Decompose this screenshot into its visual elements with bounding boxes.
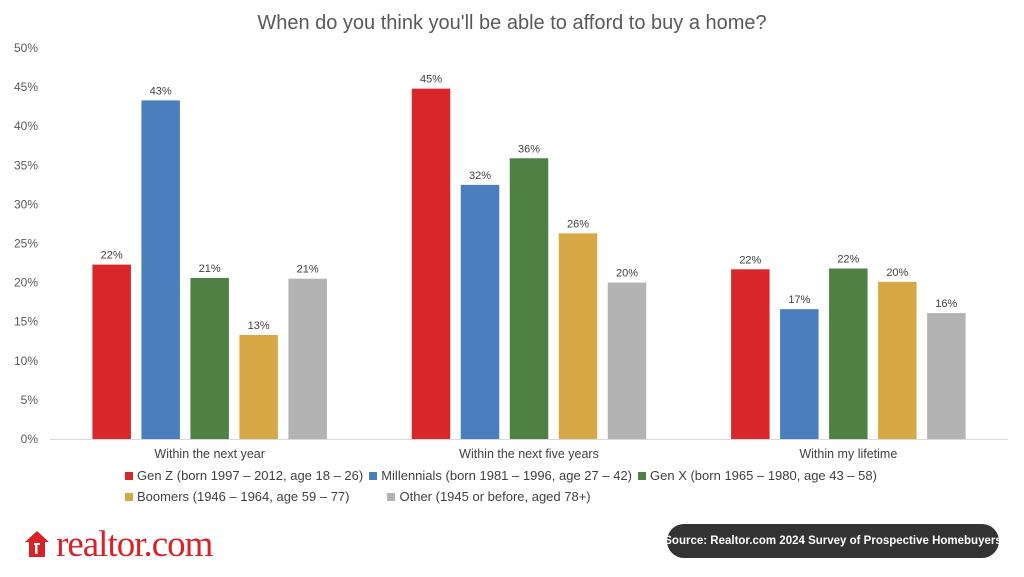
y-tick-label: 50% (14, 41, 38, 55)
legend-swatch-other (387, 492, 396, 501)
legend-label-gen-x: Gen X (born 1965 – 1980, age 43 – 58) (650, 468, 877, 483)
data-label: 43% (150, 85, 172, 97)
legend-label-boomers: Boomers (1946 – 1964, age 59 – 77) (137, 489, 350, 504)
bar (558, 233, 598, 439)
y-tick-label: 45% (14, 80, 38, 94)
bar (288, 278, 327, 439)
bar (239, 334, 278, 439)
legend-label-millennials: Millennials (born 1981 – 1996, age 27 – … (381, 468, 633, 483)
data-label: 21% (199, 263, 221, 275)
bar (829, 268, 868, 439)
data-label: 26% (567, 218, 589, 230)
chart-legend: Gen Z (born 1997 – 2012, age 18 – 26) Mi… (125, 465, 925, 507)
y-tick-label: 10% (14, 354, 38, 368)
y-tick-label: 0% (21, 432, 39, 446)
legend-row-2: Boomers (1946 – 1964, age 59 – 77) Other… (125, 486, 925, 507)
bar (190, 277, 229, 439)
data-label: 22% (101, 250, 123, 262)
y-tick-label: 5% (21, 393, 39, 407)
y-tick-label: 30% (14, 197, 38, 211)
data-label: 20% (886, 267, 908, 279)
bar (92, 264, 131, 439)
legend-label-gen-z: Gen Z (born 1997 – 2012, age 18 – 26) (137, 468, 364, 483)
bar (141, 100, 180, 440)
bar (878, 281, 917, 439)
legend-swatch-gen-z (125, 471, 133, 480)
bar (780, 309, 819, 439)
y-tick-label: 40% (14, 119, 38, 133)
legend-item-boomers: Boomers (1946 – 1964, age 59 – 77) (125, 489, 349, 504)
data-label: 21% (297, 264, 319, 276)
legend-swatch-gen-x (638, 471, 647, 480)
x-category-label: Within my lifetime (799, 447, 897, 461)
data-label: 36% (518, 143, 540, 155)
data-label: 17% (788, 294, 810, 306)
bar (927, 313, 966, 439)
legend-item-millennials: Millennials (born 1981 – 1996, age 27 – … (369, 468, 632, 483)
realtor-logo: realtor.com (24, 523, 213, 565)
legend-item-gen-z: Gen Z (born 1997 – 2012, age 18 – 26) (125, 468, 363, 483)
bar-chart: 0% 5% 10% 15% 20% 25% 30% 35% 40% 45% 50% 22% 43% 21%… (14, 41, 1008, 461)
legend-item-other: Other (1945 or before, aged 78+) (387, 489, 591, 504)
data-label: 13% (248, 320, 270, 332)
legend-item-gen-x: Gen X (born 1965 – 1980, age 43 – 58) (638, 468, 877, 483)
source-badge: Source: Realtor.com 2024 Survey of Prosp… (664, 524, 1002, 558)
bar (411, 88, 451, 439)
data-label: 22% (739, 254, 761, 266)
legend-row-1: Gen Z (born 1997 – 2012, age 18 – 26) Mi… (125, 465, 925, 486)
data-label: 22% (837, 254, 859, 266)
legend-swatch-millennials (369, 471, 378, 480)
data-label: 16% (935, 298, 957, 310)
y-tick-label: 15% (14, 315, 38, 329)
y-tick-label: 20% (14, 276, 38, 290)
y-tick-label: 25% (14, 237, 38, 251)
x-category-label: Within the next year (154, 447, 264, 461)
data-label: 32% (469, 170, 491, 182)
bar (607, 282, 647, 439)
chart-title: When do you think you'll be able to affo… (257, 12, 767, 34)
data-label: 20% (616, 268, 638, 280)
legend-swatch-boomers (125, 492, 133, 501)
x-category-label: Within the next five years (459, 447, 599, 461)
data-label: 45% (420, 74, 442, 86)
bar (731, 269, 770, 439)
bar (509, 158, 549, 439)
house-icon (25, 531, 49, 557)
bar (460, 184, 500, 439)
y-tick-label: 35% (14, 158, 38, 172)
legend-label-other: Other (1945 or before, aged 78+) (399, 489, 591, 504)
logo-wordmark: realtor.com (56, 523, 213, 565)
